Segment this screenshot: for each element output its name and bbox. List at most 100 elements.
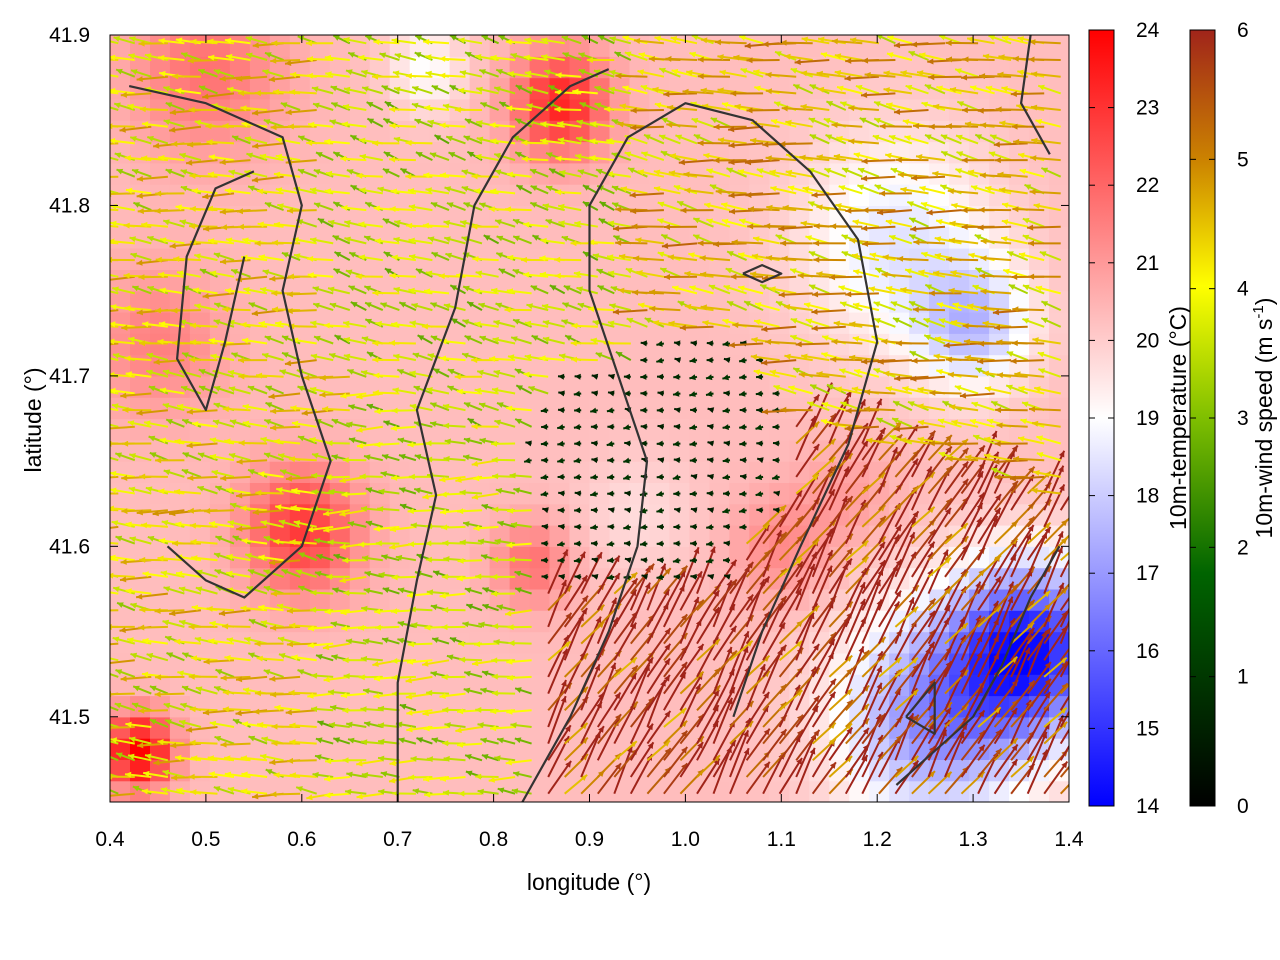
heatmap-cell (369, 269, 391, 292)
heatmap-cell (329, 354, 351, 377)
heatmap-cell (349, 546, 371, 569)
heatmap-cell (589, 759, 611, 782)
heatmap-cell (1009, 397, 1030, 420)
x-tick-label: 1.0 (671, 828, 700, 851)
heatmap-cell (429, 631, 451, 654)
heatmap-cell (549, 35, 571, 57)
heatmap-cell (409, 312, 431, 334)
wind-speed-colorbar: 0 1 2 3 4 5 6 10m-wind speed (m s-1) (1189, 19, 1277, 818)
heatmap-cell (949, 503, 970, 526)
heatmap-cell (329, 418, 351, 441)
heatmap-cell (729, 503, 750, 526)
heatmap-cell (329, 567, 351, 590)
heatmap-cell (909, 780, 930, 802)
heatmap-cell (169, 56, 191, 79)
heatmap-cell (369, 503, 391, 526)
heatmap-cell (769, 461, 790, 483)
heatmap-cell (150, 439, 171, 462)
colorbar-tick-label: 3 (1237, 407, 1249, 430)
y-tick-label: 41.9 (49, 24, 90, 47)
heatmap-cell (209, 35, 231, 57)
heatmap-cell (110, 77, 131, 100)
heatmap-cell (389, 716, 411, 739)
heatmap-cell (1049, 375, 1069, 398)
heatmap-cell (389, 312, 411, 334)
heatmap-cell (389, 652, 411, 675)
heatmap-cell (150, 162, 171, 185)
heatmap-cell (289, 631, 311, 654)
heatmap-cell (169, 162, 191, 185)
heatmap-cell (269, 418, 291, 441)
heatmap-cell (209, 503, 231, 526)
heatmap-cell (709, 226, 730, 249)
heatmap-cell (349, 525, 371, 547)
heatmap-cell (169, 674, 191, 697)
heatmap-cell (869, 205, 890, 228)
heatmap-cell (629, 716, 651, 739)
heatmap-cell (269, 780, 291, 802)
heatmap-cell (130, 546, 151, 569)
heatmap-cell (989, 780, 1010, 802)
colorbar-tick-label: 1 (1237, 666, 1249, 689)
heatmap-cell (649, 375, 670, 398)
heatmap-cell (110, 397, 131, 420)
heatmap-cell (589, 503, 611, 526)
heatmap-cell (489, 269, 511, 292)
heatmap-cell (1049, 120, 1069, 143)
heatmap-cell (309, 333, 331, 356)
heatmap-cell (389, 674, 411, 697)
heatmap-cell (150, 674, 171, 697)
heatmap-cell (1009, 77, 1030, 100)
heatmap-cell (409, 482, 431, 505)
heatmap-cell (189, 503, 211, 526)
heatmap-cell (349, 716, 371, 739)
y-tick-label: 41.7 (49, 365, 90, 388)
heatmap-cell (269, 652, 291, 675)
heatmap-cell (369, 184, 391, 206)
y-axis-label: latitude (°) (20, 367, 46, 472)
heatmap-cell (209, 162, 231, 185)
heatmap-cell (189, 418, 211, 441)
heatmap-cell (669, 674, 690, 697)
heatmap-cell (749, 461, 770, 483)
heatmap-cell (529, 98, 551, 121)
heatmap-cell (369, 397, 391, 420)
heatmap-cell (229, 205, 251, 228)
heatmap-cell (1009, 716, 1030, 739)
heatmap-cell (389, 588, 411, 611)
heatmap-cell (150, 35, 171, 57)
heatmap-cell (489, 695, 511, 718)
heatmap-cell (209, 397, 231, 420)
heatmap-cell (449, 780, 471, 802)
heatmap-cell (369, 120, 391, 143)
heatmap-cell (549, 226, 571, 249)
heatmap-cell (289, 674, 311, 697)
heatmap-cell (130, 226, 151, 249)
heatmap-cell (329, 397, 351, 420)
heatmap-cell (1049, 269, 1069, 292)
colorbar-tick-label: 23 (1136, 97, 1159, 120)
heatmap-cell (409, 567, 431, 590)
heatmap-cell (649, 269, 670, 292)
heatmap-cell (249, 588, 271, 611)
y-tick-label: 41.6 (49, 535, 90, 558)
heatmap-cell (929, 375, 950, 398)
temperature-colorbar: 14 15 16 17 18 19 20 21 22 23 24 10m-temperature (… (1088, 19, 1191, 818)
heatmap-cell (549, 631, 571, 654)
heatmap-cell (369, 333, 391, 356)
heatmap-cell (329, 780, 351, 802)
x-tick-label: 0.9 (575, 828, 604, 851)
wind-colorbar-label-main: 10m-wind speed (m s (1251, 319, 1277, 539)
heatmap-cell (409, 652, 431, 675)
heatmap-cell (509, 567, 531, 590)
colorbar-tick-label: 5 (1237, 148, 1249, 171)
heatmap-cell (229, 56, 251, 79)
heatmap-cell (409, 162, 431, 185)
colorbar-tick-label: 4 (1237, 278, 1249, 301)
y-tick-label: 41.8 (49, 194, 90, 217)
heatmap-cell (529, 141, 551, 164)
heatmap-cell (489, 248, 511, 270)
heatmap-cell (529, 205, 551, 228)
heatmap-cell (589, 375, 611, 398)
heatmap-cell (130, 503, 151, 526)
